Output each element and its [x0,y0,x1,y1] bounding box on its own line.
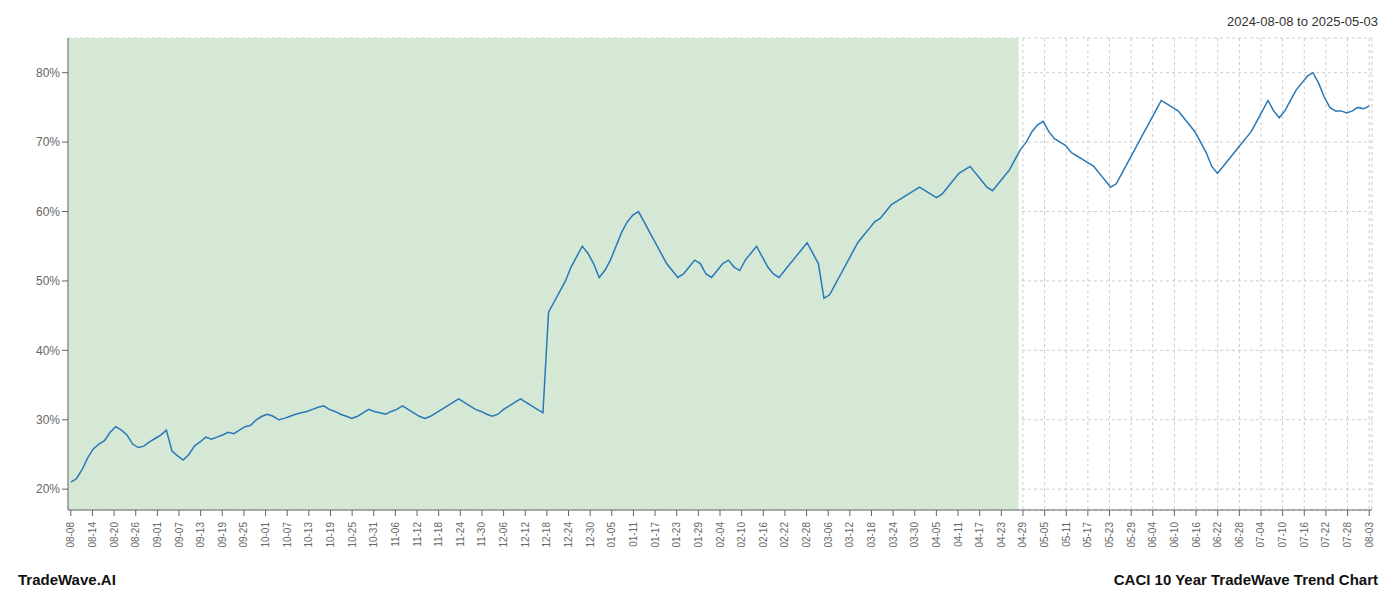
svg-text:50%: 50% [36,274,60,288]
html-text:2024-08-08 to 2025-05-03: 2024-08-08 to 2025-05-03 [1226,14,1378,29]
svg-text:07-16: 07-16 [1299,522,1310,548]
svg-text:05-23: 05-23 [1104,522,1115,548]
svg-text:03-30: 03-30 [909,522,920,548]
svg-text:03-12: 03-12 [844,522,855,548]
svg-text:02-22: 02-22 [779,522,790,548]
svg-text:04-23: 04-23 [996,522,1007,548]
svg-text:20%: 20% [36,482,60,496]
svg-text:12-24: 12-24 [563,522,574,548]
html-text:TradeWave.AI: TradeWave.AI [18,571,116,588]
svg-text:10-01: 10-01 [260,522,271,548]
svg-text:05-05: 05-05 [1039,522,1050,548]
svg-text:12-18: 12-18 [541,522,552,548]
svg-text:09-19: 09-19 [217,522,228,548]
svg-text:11-30: 11-30 [476,522,487,547]
svg-text:11-18: 11-18 [433,522,444,547]
svg-text:60%: 60% [36,205,60,219]
svg-text:07-28: 07-28 [1342,522,1353,548]
svg-text:40%: 40% [36,344,60,358]
svg-text:01-23: 01-23 [671,522,682,548]
svg-text:05-17: 05-17 [1082,522,1093,548]
svg-text:10-13: 10-13 [303,522,314,548]
html-text:CACI 10 Year TradeWave Trend C: CACI 10 Year TradeWave Trend Chart [1113,571,1378,588]
svg-text:09-07: 09-07 [174,522,185,548]
svg-text:80%: 80% [36,66,60,80]
svg-text:07-10: 07-10 [1277,522,1288,548]
svg-text:02-16: 02-16 [758,522,769,548]
svg-text:05-29: 05-29 [1126,522,1137,548]
svg-text:07-22: 07-22 [1320,522,1331,548]
svg-text:04-17: 04-17 [974,522,985,548]
svg-text:08-08: 08-08 [65,522,76,548]
svg-text:01-17: 01-17 [650,522,661,548]
svg-text:06-22: 06-22 [1212,522,1223,548]
svg-text:05-11: 05-11 [1061,522,1072,547]
svg-text:10-07: 10-07 [282,522,293,548]
svg-text:12-30: 12-30 [585,522,596,548]
svg-text:06-28: 06-28 [1234,522,1245,548]
svg-text:03-24: 03-24 [888,522,899,548]
svg-text:08-14: 08-14 [87,522,98,548]
svg-text:09-25: 09-25 [238,522,249,548]
svg-text:01-05: 01-05 [606,522,617,548]
svg-text:30%: 30% [36,413,60,427]
svg-text:09-13: 09-13 [195,522,206,548]
svg-text:06-04: 06-04 [1147,522,1158,548]
svg-text:08-20: 08-20 [109,522,120,548]
svg-text:01-11: 01-11 [628,522,639,547]
svg-text:01-29: 01-29 [693,522,704,548]
svg-text:04-29: 04-29 [1017,522,1028,548]
svg-text:10-19: 10-19 [325,522,336,548]
svg-text:12-12: 12-12 [520,522,531,548]
svg-text:10-25: 10-25 [347,522,358,548]
svg-text:02-10: 02-10 [736,522,747,548]
svg-text:10-31: 10-31 [368,522,379,548]
svg-text:12-06: 12-06 [498,522,509,548]
svg-text:07-04: 07-04 [1255,522,1266,548]
svg-text:11-06: 11-06 [390,522,401,547]
svg-text:11-12: 11-12 [412,522,423,547]
svg-text:03-06: 03-06 [823,522,834,548]
svg-text:11-24: 11-24 [455,522,466,547]
svg-text:09-01: 09-01 [152,522,163,548]
svg-text:06-10: 06-10 [1169,522,1180,548]
svg-text:08-03: 08-03 [1364,522,1375,548]
svg-text:06-16: 06-16 [1191,522,1202,548]
svg-text:03-18: 03-18 [866,522,877,548]
svg-text:08-26: 08-26 [130,522,141,548]
svg-text:04-11: 04-11 [953,522,964,547]
svg-text:04-05: 04-05 [931,522,942,548]
svg-text:02-28: 02-28 [801,522,812,548]
svg-text:02-04: 02-04 [715,522,726,548]
svg-text:70%: 70% [36,135,60,149]
